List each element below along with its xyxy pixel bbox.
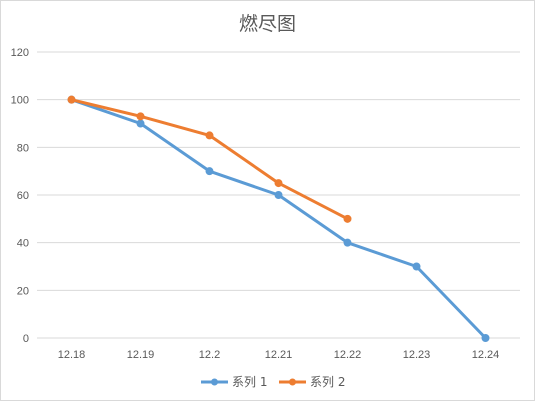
y-tick-label: 100 [11, 95, 29, 107]
x-tick-label: 12.23 [403, 349, 431, 361]
series-1-point [205, 167, 214, 176]
y-tick-label: 40 [17, 238, 29, 250]
x-tick-label: 12.2 [199, 349, 220, 361]
x-tick-label: 12.18 [58, 349, 86, 361]
series-line-1 [70, 98, 487, 340]
series-1-point [343, 238, 352, 247]
legend-marker-1 [211, 378, 218, 386]
series-2-point [205, 131, 214, 140]
y-tick-label: 60 [17, 190, 29, 202]
y-tick-label: 0 [23, 333, 29, 345]
chart-title: 燃尽图 [238, 13, 296, 35]
series-1-point [274, 191, 283, 199]
series-2-point [67, 95, 76, 104]
x-tick-label: 12.24 [472, 349, 500, 361]
x-tick-label: 12.21 [265, 349, 293, 361]
legend-label-2: 系列 2 [310, 375, 345, 389]
y-tick-label: 20 [17, 285, 29, 297]
legend-marker-2 [289, 378, 296, 386]
series-1-point [136, 119, 145, 128]
x-tick-label: 12.22 [334, 349, 362, 361]
series-2-point [136, 112, 145, 121]
legend-label-1: 系列 1 [232, 375, 267, 389]
y-tick-label: 120 [11, 47, 29, 59]
series-2-point [274, 179, 283, 188]
series-line-2 [70, 98, 349, 221]
x-tick-label: 12.19 [127, 349, 155, 361]
series-2-point [343, 214, 352, 223]
series-1-point [412, 262, 421, 271]
y-tick-label: 80 [17, 142, 29, 154]
series-1-point [481, 334, 490, 342]
